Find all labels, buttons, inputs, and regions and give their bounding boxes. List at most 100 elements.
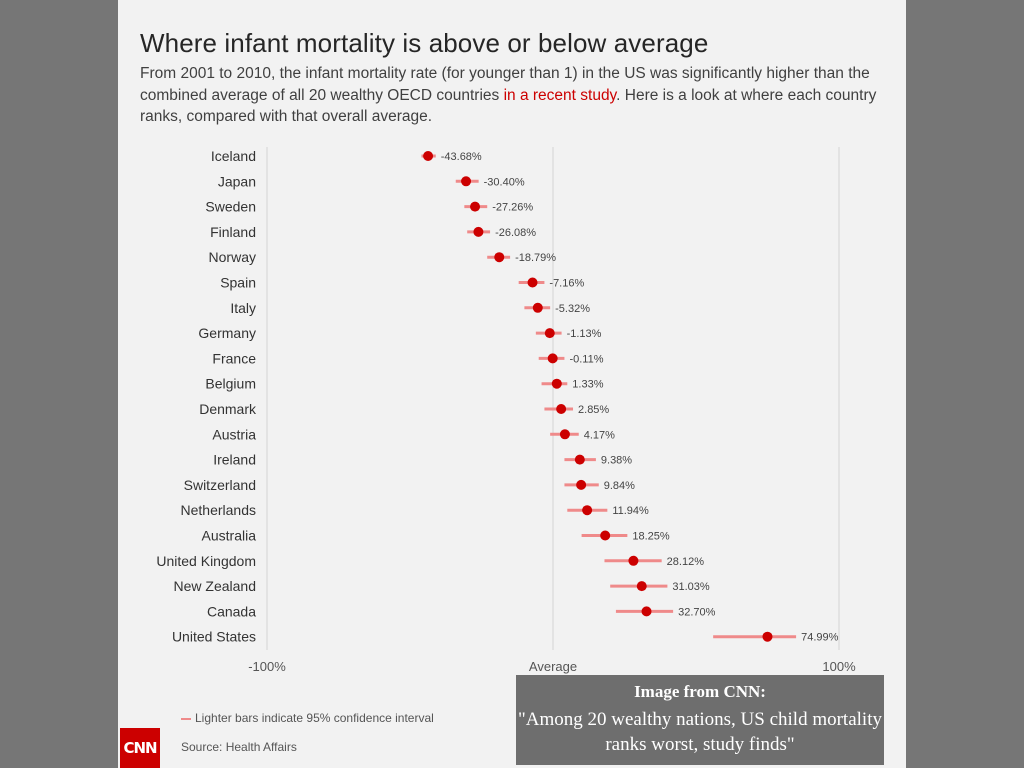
data-row: Austria 4.17% xyxy=(212,426,615,442)
chart-card xyxy=(118,0,906,768)
data-row: Netherlands 11.94% xyxy=(181,502,650,518)
data-point xyxy=(527,277,538,288)
country-label: Norway xyxy=(209,249,256,265)
data-row: United States 74.99% xyxy=(172,629,839,645)
value-label: 9.84% xyxy=(604,480,635,492)
value-label: 1.33% xyxy=(572,379,603,391)
data-point xyxy=(600,530,611,541)
data-row: Australia 18.25% xyxy=(202,528,670,544)
data-row: Germany -1.13% xyxy=(198,325,601,341)
cnn-logo: CNN xyxy=(120,728,160,768)
x-tick-label: Average xyxy=(529,659,577,674)
country-label: Japan xyxy=(218,173,256,189)
data-point xyxy=(582,505,593,516)
country-label: Sweden xyxy=(205,199,256,215)
data-point xyxy=(494,252,505,263)
country-label: Ireland xyxy=(213,452,256,468)
country-label: Germany xyxy=(198,325,256,341)
data-point xyxy=(544,328,555,339)
value-label: 9.38% xyxy=(601,455,632,467)
data-point xyxy=(470,201,481,212)
data-row: Iceland -43.68% xyxy=(211,148,482,164)
value-label: -43.68% xyxy=(441,151,482,163)
data-point xyxy=(576,479,587,490)
chart-title: Where infant mortality is above or below… xyxy=(140,28,709,58)
data-row: New Zealand 31.03% xyxy=(174,578,710,594)
ci-legend-swatch xyxy=(181,717,191,720)
data-point xyxy=(532,302,543,313)
data-row: Spain -7.16% xyxy=(220,275,584,291)
country-label: Netherlands xyxy=(181,502,257,518)
value-label: 18.25% xyxy=(632,531,670,543)
country-label: Denmark xyxy=(199,401,257,417)
country-label: Finland xyxy=(210,224,256,240)
value-label: 28.12% xyxy=(667,556,705,568)
data-row: Ireland 9.38% xyxy=(213,452,632,468)
country-label: France xyxy=(212,350,256,366)
value-label: -30.40% xyxy=(484,176,525,188)
data-point xyxy=(574,454,585,465)
value-label: 74.99% xyxy=(801,632,839,644)
value-label: -5.32% xyxy=(555,303,590,315)
country-label: Spain xyxy=(220,275,256,291)
country-label: United Kingdom xyxy=(156,553,256,569)
value-label: -1.13% xyxy=(567,328,602,340)
study-link[interactable]: in a recent study xyxy=(503,86,617,104)
data-point xyxy=(556,404,567,414)
x-tick-label: -100% xyxy=(248,659,286,674)
country-label: Belgium xyxy=(205,376,256,392)
data-point xyxy=(551,378,562,389)
value-label: 11.94% xyxy=(612,505,649,517)
data-row: Switzerland 9.84% xyxy=(184,477,636,493)
value-label: -18.79% xyxy=(515,252,556,264)
x-axis: -100% Average 100% xyxy=(248,659,856,674)
data-row: Japan -30.40% xyxy=(218,173,525,189)
country-label: Italy xyxy=(230,300,256,316)
chart-subtitle: From 2001 to 2010, the infant mortality … xyxy=(140,63,890,128)
country-label: Canada xyxy=(207,603,256,619)
caption-quote: "Among 20 wealthy nations, US child mort… xyxy=(518,709,882,755)
data-row: Norway -18.79% xyxy=(209,249,557,265)
country-label: Iceland xyxy=(211,148,256,164)
data-row: United Kingdom 28.12% xyxy=(156,553,704,569)
grid-layer xyxy=(266,147,840,650)
value-label: 31.03% xyxy=(672,581,710,593)
value-label: 32.70% xyxy=(678,606,716,618)
country-label: United States xyxy=(172,629,256,645)
country-label: Austria xyxy=(212,426,256,442)
x-tick-label: 100% xyxy=(822,659,856,674)
value-label: -0.11% xyxy=(569,353,603,365)
data-point xyxy=(423,151,434,161)
data-point xyxy=(641,606,652,617)
legend: Lighter bars indicate 95% confidence int… xyxy=(181,711,434,725)
data-point xyxy=(628,555,639,566)
caption-box: Image from CNN: "Among 20 wealthy nation… xyxy=(516,675,884,765)
rows-layer: Iceland -43.68% Japan -30.40% Sweden -27.26% F… xyxy=(156,148,838,645)
data-row: Canada 32.70% xyxy=(207,603,716,619)
value-label: -27.26% xyxy=(492,202,533,214)
subtitle-text-before: From 2001 to 2010, the infant mortality … xyxy=(140,65,870,104)
value-label: 4.17% xyxy=(584,429,615,441)
data-row: Italy -5.32% xyxy=(230,300,590,316)
data-row: France -0.11% xyxy=(212,350,603,366)
source-note: Source: Health Affairs xyxy=(181,740,297,754)
data-row: Sweden -27.26% xyxy=(205,199,533,215)
data-point xyxy=(473,226,484,237)
country-label: Australia xyxy=(202,528,257,544)
value-label: -7.16% xyxy=(549,278,584,290)
subtitle-text-after: . Here is a look at where each country r… xyxy=(140,86,877,126)
data-row: Finland -26.08% xyxy=(210,224,536,240)
data-point xyxy=(762,631,773,642)
country-label: New Zealand xyxy=(174,578,257,594)
data-point xyxy=(547,353,558,364)
legend-text: Lighter bars indicate 95% confidence int… xyxy=(195,711,434,725)
caption-title: Image from CNN: xyxy=(634,682,766,701)
data-point xyxy=(636,581,647,592)
data-point xyxy=(461,176,472,187)
data-row: Belgium 1.33% xyxy=(205,376,603,392)
data-row: Denmark 2.85% xyxy=(199,401,609,417)
country-label: Switzerland xyxy=(184,477,256,493)
data-point xyxy=(559,429,570,440)
value-label: 2.85% xyxy=(578,404,609,416)
